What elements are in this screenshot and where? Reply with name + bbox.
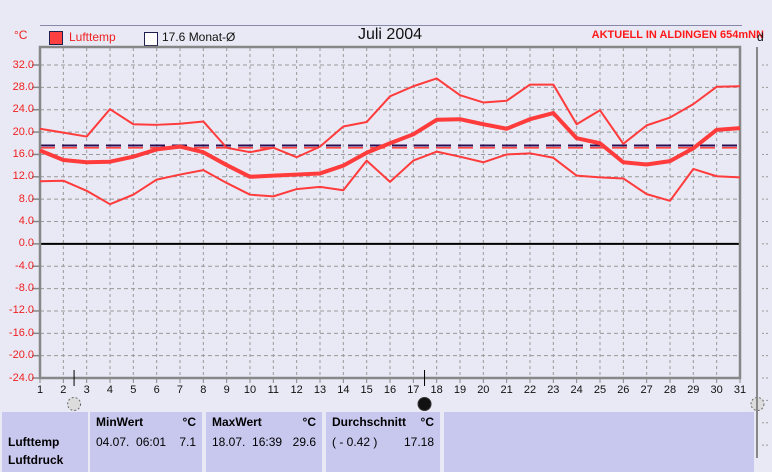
new-moon-icon bbox=[417, 397, 432, 411]
y-tick-label: -20.0 bbox=[8, 349, 34, 362]
series-Tagesmittel bbox=[39, 111, 741, 179]
y-axis-unit-label: °C bbox=[14, 28, 28, 42]
legend-monthly-average-label[interactable]: 17.6 Monat-Ø bbox=[162, 30, 236, 44]
maxwert-value: 29.6 bbox=[292, 435, 316, 449]
day-tick-label[interactable]: 22 bbox=[523, 384, 537, 396]
day-tick-label[interactable]: 5 bbox=[130, 384, 137, 396]
day-tick-label[interactable]: 4 bbox=[106, 384, 114, 396]
y-tick-label: 32.0 bbox=[12, 58, 34, 71]
day-tick-label[interactable]: 30 bbox=[710, 384, 723, 396]
maxwert-unit: °C bbox=[302, 415, 316, 429]
series-Tagesminimum bbox=[39, 150, 741, 206]
day-tick-label[interactable]: 9 bbox=[223, 384, 230, 396]
day-tick-label[interactable]: 12 bbox=[290, 384, 303, 396]
y-tick-label: -16.0 bbox=[8, 326, 34, 339]
day-tick-label[interactable]: 25 bbox=[593, 384, 607, 396]
series-Tagesmaximum bbox=[39, 77, 741, 159]
minwert-header: MinWert bbox=[96, 415, 144, 429]
durchschnitt-unit: °C bbox=[420, 415, 434, 429]
day-tick-label[interactable]: 13 bbox=[313, 384, 327, 396]
maxwert-header: MaxWert bbox=[212, 415, 262, 429]
y-tick-label: -24.0 bbox=[8, 371, 34, 384]
y-tick-label: 20.0 bbox=[12, 125, 34, 138]
maxwert-cell[interactable]: MaxWert °C 18.07. 16:39 29.6 bbox=[206, 412, 322, 472]
day-tick-label[interactable]: 17 bbox=[407, 384, 420, 396]
y-tick-label: 16.0 bbox=[12, 147, 34, 160]
day-tick-label[interactable]: 3 bbox=[83, 384, 90, 396]
day-tick-label[interactable]: 18 bbox=[430, 384, 443, 396]
day-tick-label[interactable]: 10 bbox=[243, 384, 257, 396]
day-tick-label[interactable]: 2 bbox=[60, 384, 67, 396]
day-tick-label[interactable]: 24 bbox=[570, 384, 583, 396]
temperature-chart[interactable] bbox=[0, 0, 772, 458]
durchschnitt-header: Durchschnitt bbox=[332, 415, 407, 429]
chart-svg bbox=[32, 45, 770, 458]
y-tick-label: 28.0 bbox=[12, 80, 34, 93]
maxwert-datetime: 18.07. 16:39 bbox=[212, 435, 283, 449]
day-tick-label[interactable]: 11 bbox=[267, 384, 280, 396]
day-tick-label[interactable]: 7 bbox=[176, 384, 184, 396]
day-tick-label[interactable]: 27 bbox=[640, 384, 653, 396]
right-axis-unit-label: d bbox=[757, 30, 764, 44]
lufttemp-series-swatch-icon[interactable] bbox=[49, 31, 63, 45]
table-row-label-cell[interactable]: Lufttemp Luftdruck bbox=[2, 412, 88, 472]
panel-top-border bbox=[40, 25, 742, 26]
table-row-label: Lufttemp bbox=[8, 435, 60, 449]
day-tick-label[interactable]: 28 bbox=[663, 384, 677, 396]
durchschnitt-cell[interactable]: Durchschnitt °C ( - 0.42 ) 17.18 bbox=[326, 412, 440, 472]
y-tick-label: -12.0 bbox=[8, 304, 34, 317]
day-tick-label[interactable]: 6 bbox=[153, 384, 160, 396]
chart-title: Juli 2004 bbox=[357, 26, 423, 43]
plot-frame bbox=[38, 45, 742, 380]
day-tick-label[interactable]: 31 bbox=[733, 384, 747, 396]
y-tick-label: 24.0 bbox=[12, 103, 34, 116]
y-tick-label: -4.0 bbox=[15, 259, 34, 272]
station-banner: AKTUELL IN ALDINGEN 654mNN bbox=[591, 29, 764, 41]
minwert-cell[interactable]: MinWert °C 04.07. 06:01 7.1 bbox=[90, 412, 202, 472]
day-tick-label[interactable]: 26 bbox=[617, 384, 630, 396]
day-tick-label[interactable]: 14 bbox=[337, 384, 350, 396]
day-tick-label[interactable]: 15 bbox=[360, 384, 373, 396]
table-next-row-label: Luftdruck bbox=[8, 453, 64, 467]
y-tick-label: 0.0 bbox=[18, 237, 34, 250]
minwert-unit: °C bbox=[182, 415, 196, 429]
durchschnitt-value: 17.18 bbox=[403, 435, 434, 449]
legend-lufttemp-label[interactable]: Lufttemp bbox=[69, 30, 116, 44]
y-tick-label: 4.0 bbox=[18, 215, 34, 228]
day-tick-label[interactable]: 23 bbox=[547, 384, 560, 396]
y-tick-label: 12.0 bbox=[12, 170, 34, 183]
minwert-value: 7.1 bbox=[179, 435, 196, 449]
day-tick-label[interactable]: 20 bbox=[477, 384, 490, 396]
day-tick-label[interactable]: 29 bbox=[687, 384, 700, 396]
y-tick-label: -8.0 bbox=[15, 282, 34, 295]
day-tick-label[interactable]: 1 bbox=[36, 384, 44, 396]
y-tick-label: 8.0 bbox=[18, 192, 34, 205]
monthly-average-checkbox-icon[interactable] bbox=[144, 32, 158, 46]
day-tick-label[interactable]: 19 bbox=[453, 384, 467, 396]
day-tick-label[interactable]: 21 bbox=[500, 384, 513, 396]
day-tick-label[interactable]: 16 bbox=[383, 384, 397, 396]
table-empty-cell bbox=[444, 412, 754, 472]
minwert-datetime: 04.07. 06:01 bbox=[96, 435, 167, 449]
day-tick-label[interactable]: 8 bbox=[200, 384, 207, 396]
full-moon-icon bbox=[67, 397, 82, 411]
durchschnitt-deviation: ( - 0.42 ) bbox=[332, 435, 378, 449]
